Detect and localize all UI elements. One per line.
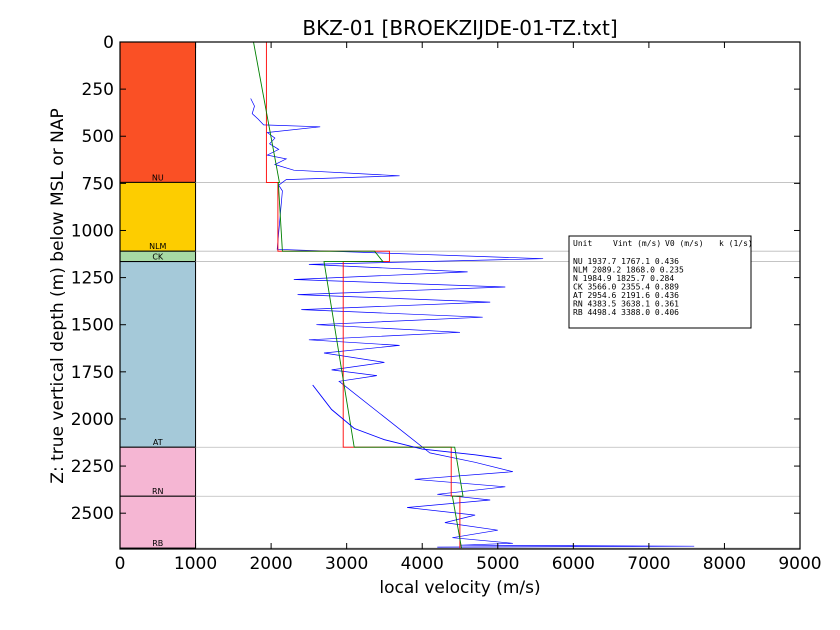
legend-header: Unit <box>573 239 592 248</box>
series-line-3 <box>312 384 502 459</box>
legend-row: AT 2954.6 2191.6 0.436 <box>573 291 679 300</box>
y-tick-label: 1000 <box>71 221 114 241</box>
y-axis-title: Z: true vertical depth (m) below MSL or … <box>48 108 68 483</box>
legend-header: Vint (m/s) <box>613 239 661 248</box>
layer-block-nlm <box>119 181 197 252</box>
layer-block-at <box>119 261 197 448</box>
legend-row: RB 4498.4 3388.0 0.406 <box>573 308 679 317</box>
y-tick-label: 1750 <box>71 363 114 383</box>
y-tick-label: 2000 <box>71 410 114 430</box>
y-tick-label: 2500 <box>71 504 114 524</box>
layer-label-rb: RB <box>152 539 163 548</box>
y-tick-label: 750 <box>82 174 114 194</box>
x-tick-label: 7000 <box>627 554 670 574</box>
x-tick-label: 1000 <box>174 554 217 574</box>
layer-label-at: AT <box>153 438 163 447</box>
series-line-2 <box>253 41 464 549</box>
x-tick-label: 0 <box>115 554 126 574</box>
y-tick-label: 1500 <box>71 316 114 336</box>
layer-label-nlm: NLM <box>149 242 166 251</box>
legend-box <box>568 235 752 329</box>
legend-row: N 1984.9 1825.7 0.284 <box>573 274 674 283</box>
legend-row: CK 3566.0 2355.4 0.889 <box>573 283 679 292</box>
legend-header: k (1/s) <box>719 239 753 248</box>
x-tick-label: 5000 <box>476 554 519 574</box>
y-tick-label: 1250 <box>71 269 114 289</box>
series-line-1 <box>265 42 461 549</box>
x-tick-label: 6000 <box>552 554 595 574</box>
layer-label-ck: CK <box>152 253 164 262</box>
layer-label-nu: NU <box>152 173 164 182</box>
layer-block-rn <box>119 446 197 497</box>
x-tick-label: 2000 <box>249 554 292 574</box>
x-axis-title: local velocity (m/s) <box>379 578 540 598</box>
layer-block-rb <box>119 495 197 549</box>
legend-row: NU 1937.7 1767.1 0.436 <box>573 257 679 266</box>
y-tick-label: 500 <box>82 127 114 147</box>
x-tick-label: 4000 <box>401 554 444 574</box>
layer-label-rn: RN <box>152 487 164 496</box>
layer-block-nu <box>119 41 197 183</box>
x-tick-label: 9000 <box>778 554 821 574</box>
legend-row: NLM 2089.2 1868.0 0.235 <box>573 266 684 275</box>
x-tick-label: 3000 <box>325 554 368 574</box>
x-tick-label: 8000 <box>703 554 746 574</box>
series-line-0 <box>250 98 695 548</box>
legend-row: RN 4383.5 3638.1 0.361 <box>573 300 679 309</box>
legend-header: V0 (m/s) <box>665 239 704 248</box>
plot-frame <box>119 41 801 550</box>
y-tick-label: 250 <box>82 80 114 100</box>
chart-title: BKZ-01 [BROEKZIJDE-01-TZ.txt] <box>302 16 617 40</box>
y-tick-label: 2250 <box>71 457 114 477</box>
y-tick-label: 0 <box>103 33 114 53</box>
